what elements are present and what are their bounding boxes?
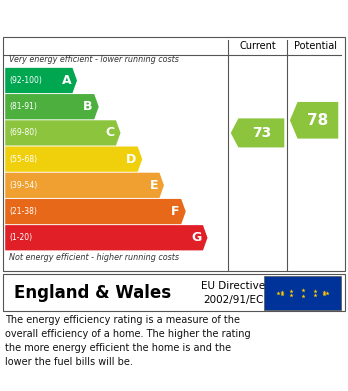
Polygon shape — [5, 94, 99, 119]
Text: The energy efficiency rating is a measure of the
overall efficiency of a home. T: The energy efficiency rating is a measur… — [5, 315, 251, 367]
Text: (69-80): (69-80) — [9, 128, 38, 137]
Text: Current: Current — [239, 41, 276, 51]
Text: 78: 78 — [307, 113, 329, 128]
Text: B: B — [83, 100, 93, 113]
Text: 73: 73 — [252, 126, 271, 140]
Polygon shape — [290, 102, 338, 138]
Polygon shape — [5, 173, 164, 198]
Text: C: C — [105, 126, 114, 140]
Text: D: D — [126, 152, 136, 166]
Polygon shape — [5, 147, 142, 172]
Text: A: A — [62, 74, 71, 87]
Bar — [264, 276, 341, 310]
Polygon shape — [5, 225, 207, 250]
Polygon shape — [5, 199, 186, 224]
Polygon shape — [231, 118, 284, 147]
Text: (81-91): (81-91) — [9, 102, 37, 111]
Text: F: F — [171, 205, 180, 218]
Text: E: E — [150, 179, 158, 192]
Text: Energy Efficiency Rating: Energy Efficiency Rating — [9, 10, 229, 25]
Text: (39-54): (39-54) — [9, 181, 38, 190]
Polygon shape — [5, 120, 120, 145]
Text: G: G — [191, 231, 201, 244]
Text: Not energy efficient - higher running costs: Not energy efficient - higher running co… — [9, 253, 179, 262]
Text: Very energy efficient - lower running costs: Very energy efficient - lower running co… — [9, 56, 179, 65]
Text: England & Wales: England & Wales — [14, 284, 171, 302]
Text: (55-68): (55-68) — [9, 154, 38, 163]
Polygon shape — [5, 68, 77, 93]
Text: Potential: Potential — [294, 41, 337, 51]
Text: (1-20): (1-20) — [9, 233, 32, 242]
Text: EU Directive
2002/91/EC: EU Directive 2002/91/EC — [201, 282, 265, 305]
Text: (92-100): (92-100) — [9, 76, 42, 85]
Text: (21-38): (21-38) — [9, 207, 37, 216]
